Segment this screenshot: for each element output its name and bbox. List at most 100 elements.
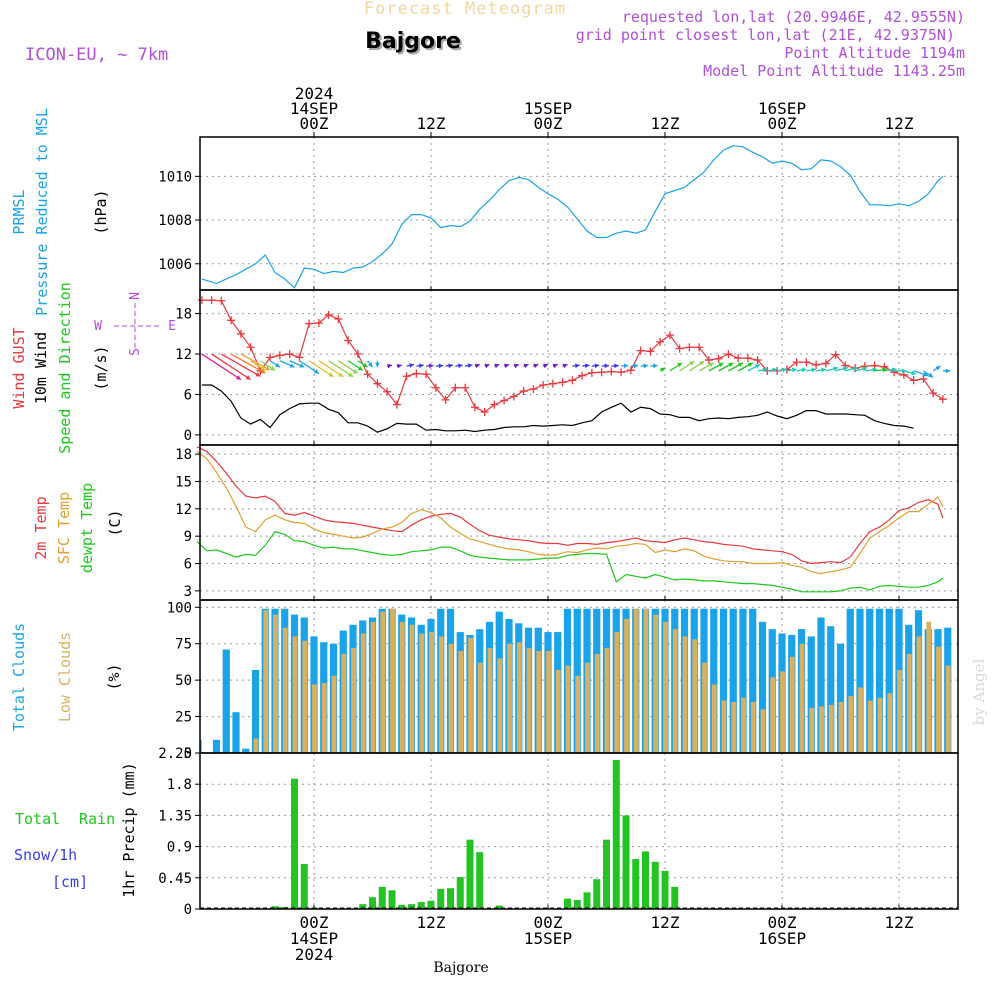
bottom-axis-label: 2024: [295, 945, 334, 964]
y-tick-label: 2.25: [158, 746, 192, 762]
rain-bar: [388, 890, 396, 909]
requested-coords: requested lon,lat (20.9946E, 42.9555N): [622, 8, 965, 26]
rain-bar: [427, 900, 435, 909]
wind-arrow-head: [660, 367, 665, 373]
low-cloud-bar: [643, 608, 649, 753]
gust-marker: [266, 353, 275, 362]
low-cloud-bar: [614, 632, 620, 753]
gust-marker: [383, 387, 392, 396]
top-axis-label: 00Z: [534, 114, 563, 133]
wind-arrow-head: [882, 367, 887, 373]
wind-arrow-head: [255, 372, 261, 377]
low-cloud-bar: [360, 633, 366, 753]
total-cloud-bar: [710, 608, 718, 753]
gust-marker: [529, 385, 538, 394]
top-axis-label: 00Z: [768, 114, 797, 133]
low-cloud-bar: [760, 709, 766, 753]
gust-marker: [607, 367, 616, 376]
total-cloud-bar: [807, 636, 815, 753]
wind-arrow-head: [738, 362, 743, 368]
gust-marker: [909, 376, 918, 385]
clouds-unit: (%): [105, 663, 123, 690]
y-tick-label: 6: [184, 387, 192, 403]
gust-marker: [197, 296, 206, 305]
pressure-label-line: Pressure Reduced to MSL: [33, 108, 51, 316]
top-axis-label: 16SEP: [758, 99, 806, 118]
gust-marker: [821, 359, 830, 368]
gust-marker: [929, 389, 938, 398]
gust-marker: [353, 350, 362, 359]
low-cloud-bar: [497, 658, 503, 753]
faded-title: Forecast Meteogram: [364, 0, 566, 19]
total-cloud-bar: [212, 739, 221, 753]
low-cloud-bar: [624, 618, 629, 753]
low-cloud-bar: [292, 636, 298, 753]
wind-arrow: [201, 353, 242, 381]
low-cloud-bar: [399, 621, 405, 753]
total-cloud-bar: [719, 608, 728, 753]
top-axis-label: 15SEP: [524, 99, 572, 118]
total-cloud-bar: [836, 643, 845, 753]
low-cloud-bar: [799, 643, 805, 753]
gust-marker: [685, 343, 694, 352]
wind-arrow-head: [299, 363, 305, 368]
wind-arrow-head: [260, 365, 266, 371]
rain-bar: [456, 877, 464, 909]
gust-marker: [695, 343, 704, 352]
wind-arrow: [211, 353, 251, 381]
gust-marker: [373, 379, 382, 388]
low-cloud-bar: [575, 675, 581, 753]
rain-bar: [408, 904, 415, 909]
y-tick-label: 12: [175, 347, 192, 363]
pressure-panel: 1006 1008 1010: [158, 136, 959, 291]
wind-arrow-head: [362, 362, 368, 368]
wind-arrow-head: [594, 363, 600, 369]
gust-marker: [431, 383, 440, 392]
low-cloud-bar: [692, 639, 698, 753]
gust-marker: [831, 350, 840, 359]
bottom-axis-label: 12Z: [885, 913, 914, 932]
pressure-label: PRMSL Pressure Reduced to MSL (hPa): [10, 108, 110, 316]
total-cloud-bar: [200, 739, 202, 753]
rain-bar: [564, 898, 571, 909]
wind-arrow-head: [762, 367, 768, 373]
low-cloud-bar: [263, 610, 269, 753]
wind-arrow-head: [872, 367, 878, 373]
y-tick-label: 6: [184, 557, 192, 573]
gust-marker: [509, 392, 518, 401]
gust-marker: [899, 370, 908, 379]
precip-label-rain: Rain: [79, 810, 115, 828]
bottom-axis-label: 14SEP: [290, 929, 338, 948]
wind-arrow: [230, 353, 266, 374]
wind-arrow-head: [821, 367, 826, 373]
gust-marker: [626, 366, 635, 375]
point-altitude: Point Altitude 1194m: [784, 44, 965, 62]
temperature-label: 2m Temp SFC Temp dewpt Temp (C): [32, 483, 124, 573]
wind-arrow-head: [458, 363, 463, 369]
y-tick-label: 9: [184, 529, 192, 545]
gust-marker: [919, 374, 928, 383]
low-cloud-bar: [633, 608, 639, 753]
wind-arrow-head: [338, 372, 344, 377]
low-cloud-bar: [516, 642, 522, 753]
wind-arrow-head: [945, 368, 951, 374]
rain-bar: [447, 888, 454, 909]
low-cloud-bar: [468, 637, 473, 753]
gust-marker: [344, 336, 353, 345]
wind-arrow-head: [782, 367, 787, 373]
gust-marker: [519, 387, 528, 396]
wind-arrow-head: [623, 363, 629, 369]
total-cloud-bar: [739, 608, 747, 753]
low-cloud-bar: [302, 640, 308, 753]
y-tick-label: 0: [184, 428, 192, 444]
gust-marker: [490, 400, 499, 409]
gust-marker: [236, 329, 245, 338]
compass-east: E: [168, 319, 176, 334]
gust-marker: [305, 319, 314, 328]
gust-marker: [665, 331, 674, 340]
wind-arrow-head: [484, 363, 490, 369]
rain-bar: [573, 899, 581, 909]
wind-arrow-head: [494, 363, 500, 369]
wind-arrow-head: [653, 363, 658, 369]
gust-marker: [324, 310, 333, 319]
